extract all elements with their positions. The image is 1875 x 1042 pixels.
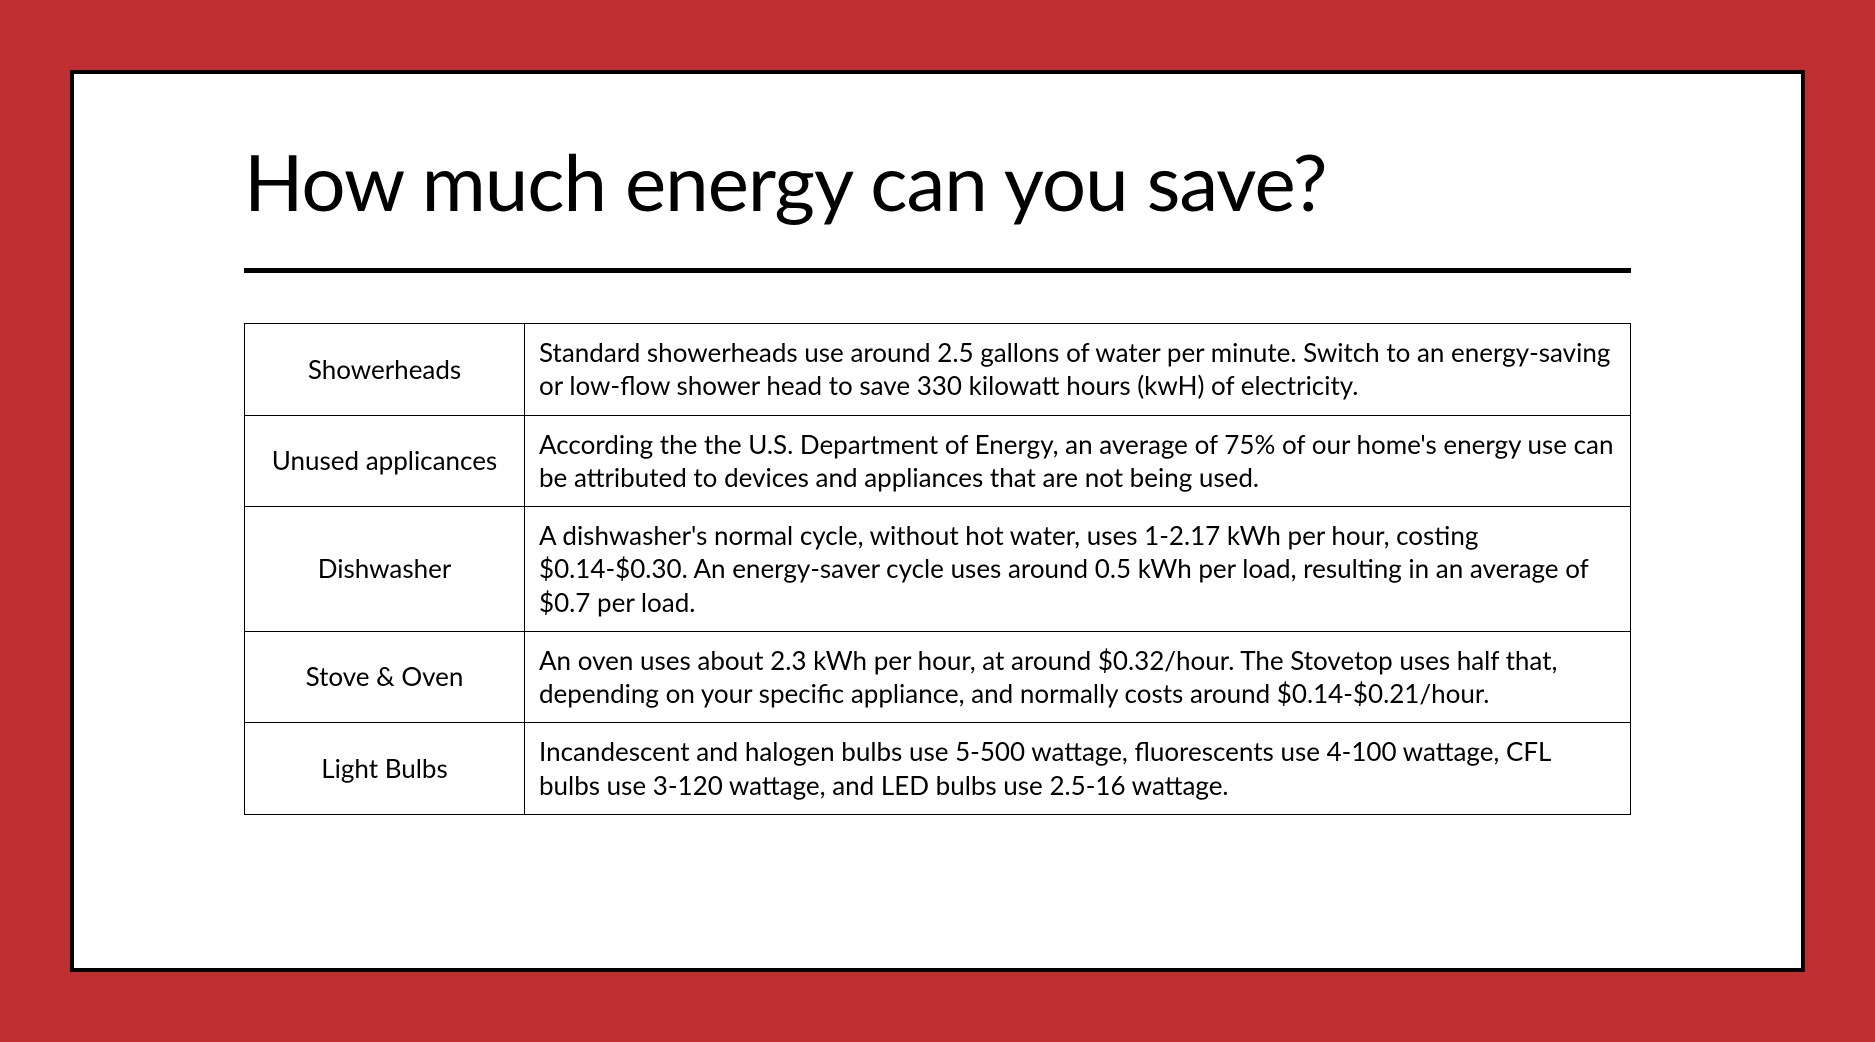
table-row: Light Bulbs Incandescent and halogen bul…: [245, 723, 1631, 815]
title-divider: [244, 268, 1631, 273]
page-title: How much energy can you save?: [244, 134, 1631, 228]
table-row: Unused applicances According the the U.S…: [245, 415, 1631, 507]
row-label: Showerheads: [245, 324, 525, 416]
row-description: Standard showerheads use around 2.5 gall…: [525, 324, 1631, 416]
row-description: An oven uses about 2.3 kWh per hour, at …: [525, 631, 1631, 723]
table-row: Showerheads Standard showerheads use aro…: [245, 324, 1631, 416]
row-label: Unused applicances: [245, 415, 525, 507]
row-label: Dishwasher: [245, 507, 525, 632]
row-label: Light Bulbs: [245, 723, 525, 815]
table-row: Dishwasher A dishwasher's normal cycle, …: [245, 507, 1631, 632]
content-panel: How much energy can you save? Showerhead…: [70, 70, 1805, 972]
row-description: A dishwasher's normal cycle, without hot…: [525, 507, 1631, 632]
table-row: Stove & Oven An oven uses about 2.3 kWh …: [245, 631, 1631, 723]
row-description: Incandescent and halogen bulbs use 5-500…: [525, 723, 1631, 815]
row-label: Stove & Oven: [245, 631, 525, 723]
row-description: According the the U.S. Department of Ene…: [525, 415, 1631, 507]
energy-savings-table: Showerheads Standard showerheads use aro…: [244, 323, 1631, 815]
